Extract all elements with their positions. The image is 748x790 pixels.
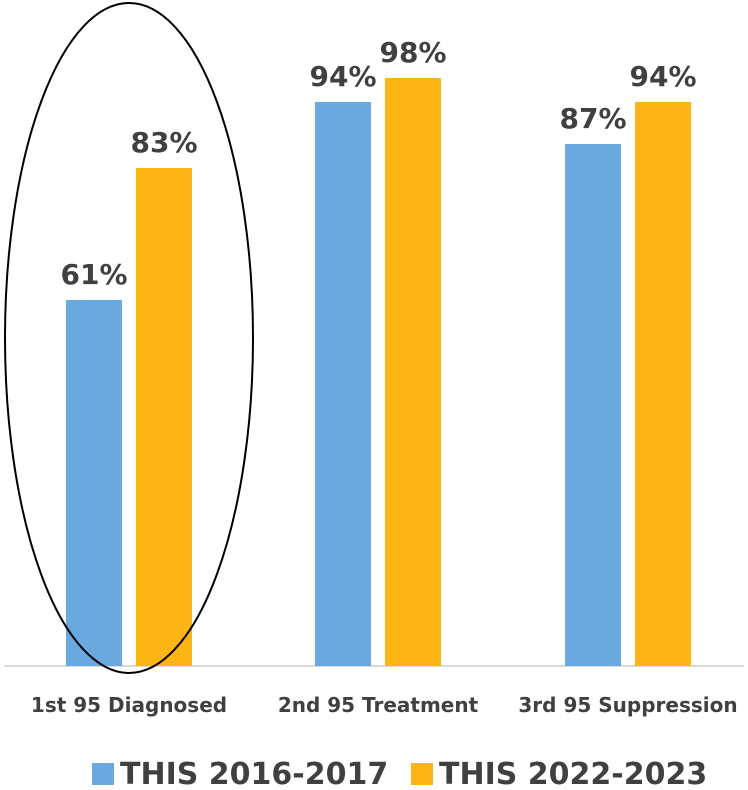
category-labels: 1st 95 Diagnosed 2nd 95 Treatment 3rd 95 S… (31, 693, 738, 717)
data-label-series1-3: 87% (559, 102, 626, 135)
legend-label-1: THIS 2016-2017 (120, 757, 388, 786)
bars (66, 78, 691, 666)
category-label-1: 1st 95 Diagnosed (31, 693, 227, 717)
data-labels: 61%94%87%83%98%94% (60, 36, 696, 291)
data-label-series1-2: 94% (309, 60, 376, 93)
category-label-3: 3rd 95 Suppression (518, 693, 737, 717)
data-label-series2-3: 94% (629, 60, 696, 93)
bar-series2-2 (385, 78, 441, 666)
highlight-ellipse (4, 2, 254, 674)
data-label-series2-2: 98% (379, 36, 446, 69)
legend-swatch-1 (92, 763, 114, 785)
legend-swatch-2 (411, 763, 433, 785)
data-label-series1-1: 61% (60, 258, 127, 291)
bar-series1-3 (565, 144, 621, 666)
bar-series1-1 (66, 300, 122, 666)
data-label-series2-1: 83% (130, 126, 197, 159)
bar-series2-1 (136, 168, 192, 666)
bar-series2-3 (635, 102, 691, 666)
category-label-2: 2nd 95 Treatment (278, 693, 479, 717)
bar-series1-2 (315, 102, 371, 666)
legend-label-2: THIS 2022-2023 (439, 757, 707, 786)
legend: THIS 2016-2017 THIS 2022-2023 (92, 757, 707, 790)
